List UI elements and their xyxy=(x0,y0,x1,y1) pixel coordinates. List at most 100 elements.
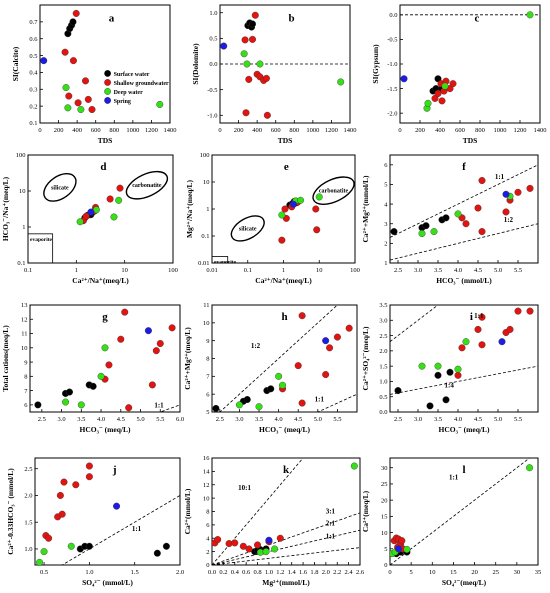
data-point-surface xyxy=(248,20,256,28)
data-point-shallow xyxy=(65,92,73,100)
plot-frame xyxy=(34,457,181,566)
panel-l: 0 5 10 15 20 25 30 35 0 5 10 15 20 25 30 SO₄²⁻(meq/L) Ca… xyxy=(361,457,542,587)
data-point-shallow xyxy=(116,184,124,192)
y-tick-label: 1 xyxy=(384,260,387,267)
data-point-deep xyxy=(350,462,358,470)
plot-frame xyxy=(389,457,539,566)
data-point-shallow xyxy=(242,109,250,117)
ratio-line xyxy=(212,529,360,565)
y-tick-label: 10 xyxy=(203,320,210,327)
data-point-deep xyxy=(441,82,449,90)
data-point-shallow xyxy=(312,205,320,213)
data-point-shallow xyxy=(88,106,96,114)
data-point-shallow xyxy=(502,208,510,216)
legend-marker xyxy=(104,70,112,77)
panel-letter: e xyxy=(284,161,289,173)
y-axis-title: Ca²⁺-0.33HCO₃⁻ (mmol/L) xyxy=(6,468,15,555)
data-point-shallow xyxy=(125,404,133,412)
data-point-deep xyxy=(434,362,442,370)
x-tick-label: 200 xyxy=(415,127,425,134)
y-tick-label: 6 xyxy=(206,391,210,398)
data-point-spring xyxy=(289,200,297,208)
data-point-shallow xyxy=(398,537,406,545)
x-tick-label: 5.5 xyxy=(514,267,522,274)
y-tick-label: 10 xyxy=(19,188,26,195)
x-tick-label: 2.4 xyxy=(345,569,354,576)
data-point-shallow xyxy=(526,307,534,315)
panel-g: 2.5 3.0 3.5 4.0 4.5 5.0 5.5 6.0 6 7 8 9 10 11 12 13 HCO₃… xyxy=(1,302,184,434)
panel-e: 0.01 0.1 1 10 100 0.01 0.1 1 10 100 Ca²⁺/Na⁺(meq/L… xyxy=(185,152,360,285)
data-point-deep xyxy=(101,344,109,352)
x-tick-label: 6.0 xyxy=(176,416,184,423)
x-tick-label: 3.0 xyxy=(58,416,66,423)
x-tick-label: 1400 xyxy=(344,127,357,134)
x-tick-label: 800 xyxy=(475,127,485,134)
data-point-deep xyxy=(271,545,279,553)
data-point-shallow xyxy=(474,204,482,212)
x-tick-label: 600 xyxy=(455,127,465,134)
y-tick-label: 2.5 xyxy=(379,333,387,340)
x-axis-title: HCO₃⁻ (meq/L) xyxy=(259,425,310,434)
x-tick-label: 0.2 xyxy=(219,569,227,576)
data-point-shallow xyxy=(152,347,160,355)
data-point-shallow xyxy=(278,236,286,244)
ratio-line-label: 1:1 xyxy=(495,173,505,181)
x-tick-label: 0.4 xyxy=(231,569,240,576)
ratio-line-label: 1:1 xyxy=(474,312,484,320)
y-axis-title: SI(Calcite) xyxy=(11,46,20,81)
plot-area xyxy=(212,305,357,412)
y-tick-label: 3 xyxy=(384,221,387,228)
y-tick-label: 5 xyxy=(206,409,209,416)
plot-frame xyxy=(39,4,171,124)
data-point-shallow xyxy=(84,95,92,103)
plot-frame xyxy=(29,304,181,413)
data-point-deep xyxy=(40,548,48,556)
x-tick-label: 5.5 xyxy=(333,416,341,423)
plot-area xyxy=(390,458,534,565)
y-tick-label: 100 xyxy=(16,152,26,159)
data-point-deep xyxy=(243,60,251,68)
y-axis-title: SI(Gypsum) xyxy=(371,44,380,84)
x-tick-label: 0.6 xyxy=(242,569,251,576)
x-tick-label: 2.5 xyxy=(38,416,46,423)
x-tick-label: 200 xyxy=(234,127,244,134)
y-tick-label: 1.0 xyxy=(24,546,32,553)
panel-letter: c xyxy=(475,13,480,25)
x-tick-label: 35 xyxy=(535,569,542,576)
data-point-shallow xyxy=(438,97,446,105)
panel-letter: h xyxy=(281,311,287,323)
data-point-surface xyxy=(34,401,42,409)
data-point-deep xyxy=(110,213,118,221)
data-point-deep xyxy=(62,84,70,92)
x-tick-label: 20 xyxy=(471,569,478,576)
x-axis-title: SO₄²⁻(meq/L) xyxy=(442,578,487,587)
region-ellipse xyxy=(43,172,77,202)
data-point-shallow xyxy=(239,542,247,550)
x-axis-title: TDS xyxy=(463,136,478,145)
y-tick-label: 3.0 xyxy=(379,317,387,324)
y-tick-label: 14 xyxy=(203,469,210,476)
y-tick-label: 2 xyxy=(206,549,209,556)
panel-letter: j xyxy=(112,464,117,476)
data-point-shallow xyxy=(326,344,334,352)
legend-marker xyxy=(104,79,112,86)
data-point-shallow xyxy=(105,361,113,369)
data-point-shallow xyxy=(61,48,69,56)
x-tick-label: 1.0 xyxy=(265,569,273,576)
y-tick-label: 11 xyxy=(21,331,27,338)
y-tick-label: 3.5 xyxy=(379,302,387,309)
region-label: silicate xyxy=(51,185,69,191)
x-tick-label: 600 xyxy=(271,127,281,134)
data-point-deep xyxy=(256,60,264,68)
data-point-surface xyxy=(442,214,450,222)
panel-j: 0.5 1.0 1.5 2.0 1.0 1.5 2.0 2.5 SO₄²⁻ (mmol/L) Ca… xyxy=(6,457,184,587)
data-point-deep xyxy=(77,401,85,409)
data-point-deep xyxy=(255,403,263,411)
data-point-spring xyxy=(40,57,48,65)
data-point-deep xyxy=(454,365,462,373)
plot-area xyxy=(40,9,164,114)
data-point-shallow xyxy=(276,534,284,542)
ratio-line xyxy=(390,305,439,343)
data-point-shallow xyxy=(214,536,222,544)
